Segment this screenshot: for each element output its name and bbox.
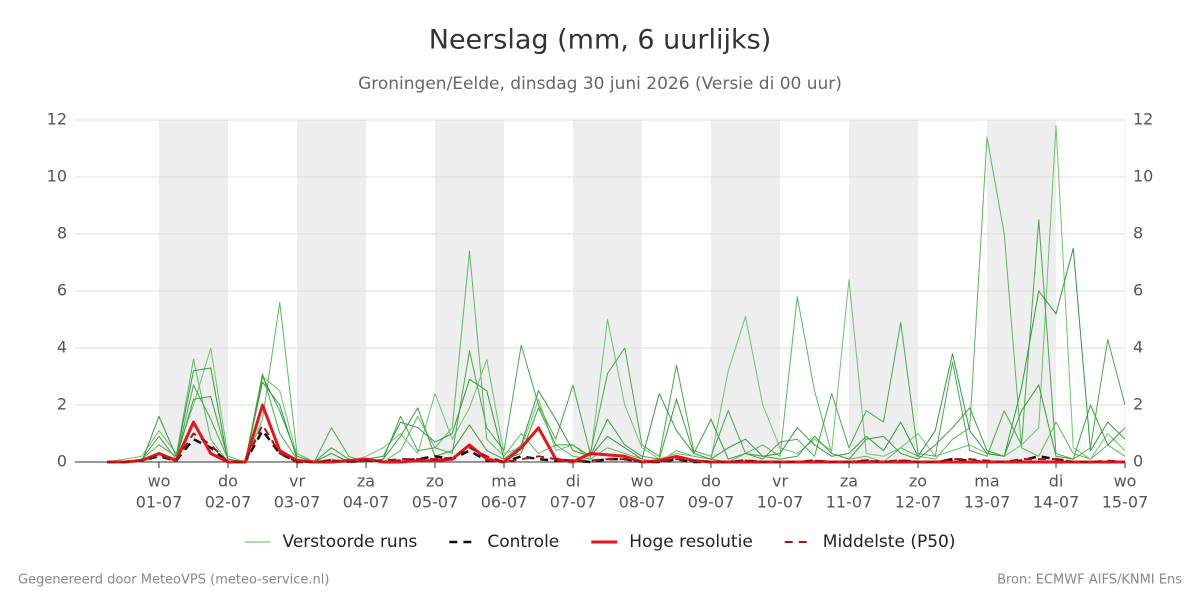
x-weekday-label: za: [357, 472, 375, 491]
y-tick-label: 0: [57, 452, 67, 471]
legend: Verstoorde runs Controle Hoge resolutie Mid…: [244, 532, 956, 552]
x-tick-label: 02-07: [205, 493, 252, 512]
x-weekday-label: wo: [1114, 472, 1137, 491]
y2-tick-label: 12: [1133, 110, 1153, 129]
footer-left: Gegenereerd door MeteoVPS (meteo-service…: [18, 573, 329, 588]
x-weekday-label: ma: [491, 472, 516, 491]
x-tick-label: 13-07: [964, 493, 1011, 512]
y2-tick-label: 6: [1133, 281, 1143, 300]
background-layer: [75, 119, 1126, 463]
x-tick-label: 04-07: [343, 493, 390, 512]
x-weekday-label: ma: [974, 472, 999, 491]
x-weekday-label: wo: [148, 472, 171, 491]
x-tick-label: 07-07: [550, 493, 597, 512]
legend-label: Verstoorde runs: [283, 532, 418, 552]
y2-tick-label: 10: [1133, 167, 1153, 186]
y-tick-label: 8: [57, 224, 67, 243]
y2-tick-label: 8: [1133, 224, 1143, 243]
legend-label: Middelste (P50): [823, 532, 956, 552]
series-line: [107, 429, 1125, 464]
x-tick-label: 08-07: [619, 493, 666, 512]
x-weekday-label: wo: [631, 472, 654, 491]
chart-subtitle: Groningen/Eelde, dinsdag 30 juni 2026 (V…: [358, 74, 842, 94]
x-tick-label: 06-07: [481, 493, 528, 512]
x-weekday-label: zo: [909, 472, 927, 491]
x-tick-label: 03-07: [274, 493, 321, 512]
legend-label: Hoge resolutie: [629, 532, 753, 552]
x-weekday-label: do: [218, 472, 238, 491]
legend-label: Controle: [487, 532, 559, 552]
x-weekday-label: vr: [772, 472, 788, 491]
y2-tick-label: 0: [1133, 452, 1143, 471]
chart-title: Neerslag (mm, 6 uurlijks): [429, 25, 771, 56]
x-weekday-label: vr: [289, 472, 305, 491]
x-tick-label: 01-07: [136, 493, 183, 512]
series-line: [107, 403, 1125, 464]
y-tick-label: 10: [47, 167, 67, 186]
x-tick-label: 05-07: [412, 493, 459, 512]
ensemble-line: [107, 376, 1126, 463]
x-weekday-label: di: [1049, 472, 1064, 491]
series-line: [107, 423, 1126, 463]
ensemble-line: [107, 219, 1126, 463]
x-tick-label: 10-07: [757, 493, 804, 512]
x-weekday-label: di: [566, 472, 581, 491]
y-tick-label: 6: [57, 281, 67, 300]
y2-tick-label: 4: [1133, 338, 1143, 357]
y2-tick-label: 2: [1133, 395, 1143, 414]
x-tick-label: 15-07: [1102, 493, 1149, 512]
x-weekday-label: do: [701, 472, 721, 491]
ensemble-line: [107, 136, 1126, 463]
footer-right: Bron: ECMWF AIFS/KNMI Ens: [997, 573, 1182, 588]
ensemble-line: [107, 125, 1126, 463]
x-tick-label: 12-07: [895, 493, 942, 512]
x-weekday-label: zo: [426, 472, 444, 491]
x-tick-label: 14-07: [1033, 493, 1080, 512]
x-tick-label: 09-07: [688, 493, 735, 512]
y-tick-label: 2: [57, 395, 67, 414]
ensemble-line: [107, 247, 1126, 463]
y-tick-label: 12: [47, 110, 67, 129]
x-tick-label: 11-07: [826, 493, 873, 512]
y-tick-label: 4: [57, 338, 67, 357]
x-weekday-label: za: [840, 472, 858, 491]
